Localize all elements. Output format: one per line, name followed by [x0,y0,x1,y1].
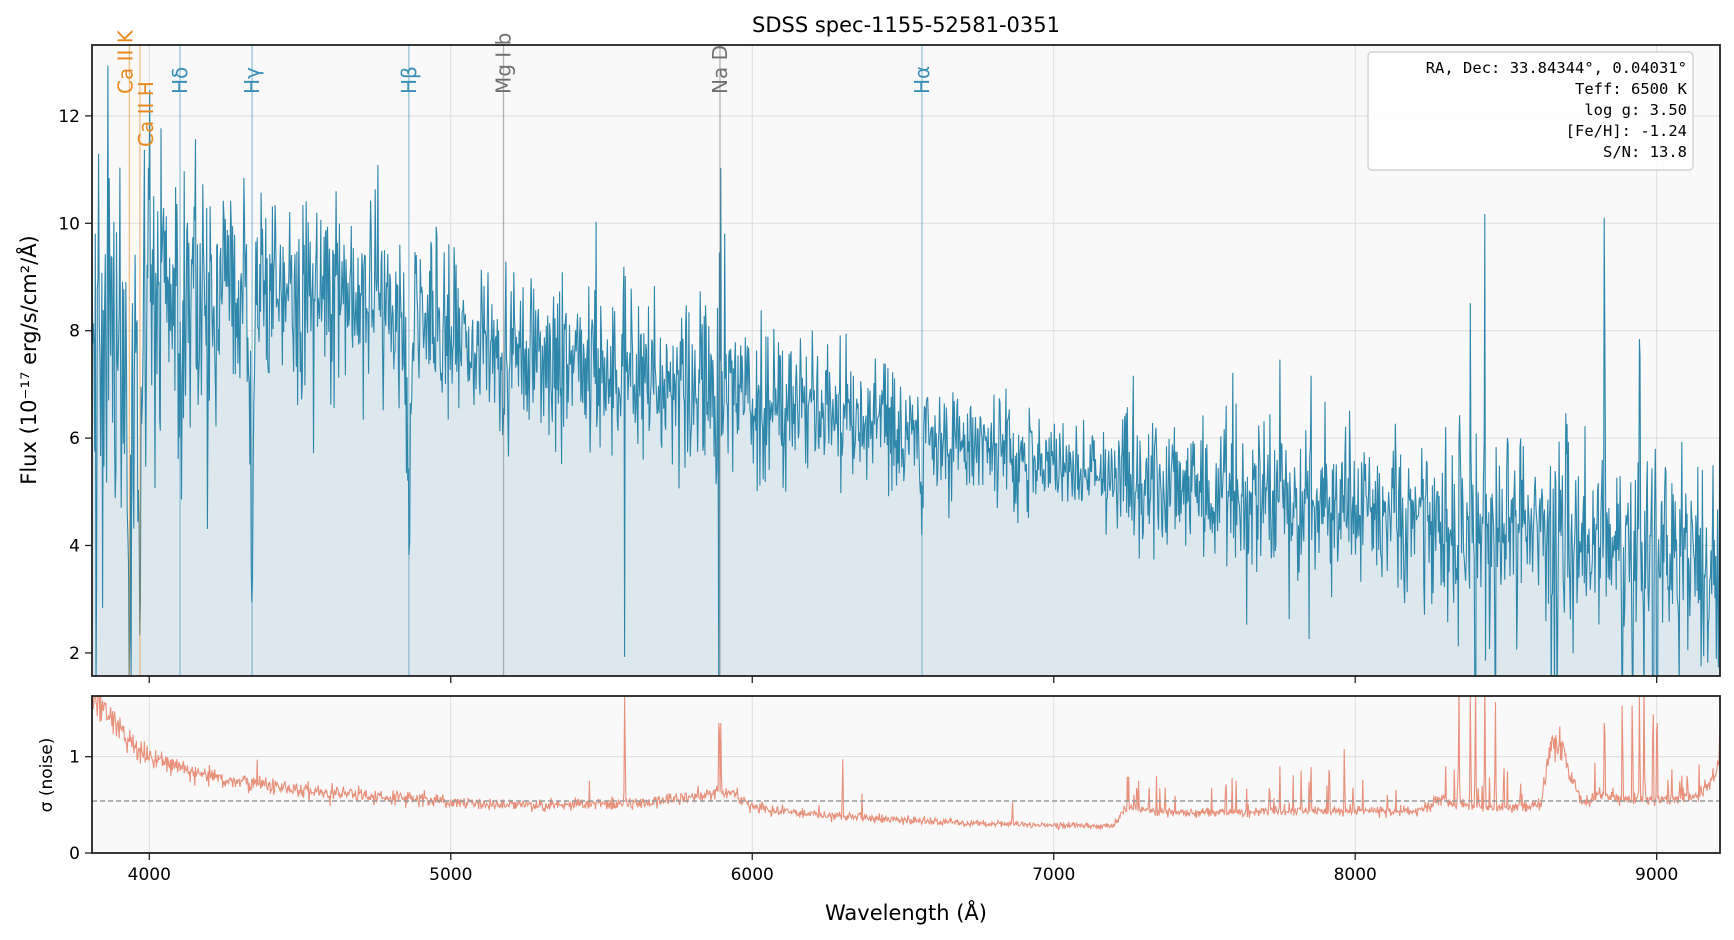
y-tick-label: 12 [58,107,80,127]
line-label: Hα [910,66,934,94]
x-axis-label: Wavelength (Å) [825,899,987,925]
flux-y-axis-label: Flux (10⁻¹⁷ erg/s/cm²/Å) [15,235,41,485]
flux-series-group [92,65,1720,676]
line-label: Mg I b [492,33,516,94]
info-box-line: [Fe/H]: -1.24 [1566,122,1687,140]
line-label: Ca II H [134,81,158,147]
line-label: Hβ [397,66,421,94]
noise-y-axis-label: σ (noise) [37,738,57,813]
y-tick-label: 0 [69,844,80,864]
flux-axes-frame [91,44,1721,677]
noise-panel: 4000 5000 6000 7000 8000 9000 0 1 [69,695,1721,885]
x-tick-label: 9000 [1635,865,1678,885]
info-box-line: S/N: 13.8 [1603,143,1687,161]
y-tick-label: 2 [69,644,80,664]
noise-plot-background [92,696,1720,853]
y-tick-label: 4 [69,537,80,557]
info-box-line: RA, Dec: 33.84344°, 0.04031° [1426,59,1687,77]
flux-panel: Ca II KCa II H Hδ Hγ Hβ Mg I b Na D Hα 2 4 6 8 10 12… [58,29,1721,683]
x-tick-label: 5000 [429,865,472,885]
line-label: Na D [708,45,732,94]
info-box-line: log g: 3.50 [1584,101,1687,119]
line-label: Hδ [168,67,192,94]
x-tick-label: 7000 [1032,865,1075,885]
noise-series-group [92,696,1720,831]
flux-fill-area [92,65,1720,676]
y-tick-label: 10 [58,214,80,234]
chart-title: SDSS spec-1155-52581-0351 [752,13,1060,37]
line-label: Hγ [240,67,264,94]
noise-series-line [92,696,1720,831]
info-box-line: Teff: 6500 K [1575,80,1688,98]
y-tick-label: 1 [69,748,80,768]
x-tick-label: 4000 [128,865,171,885]
y-tick-label: 6 [69,429,80,449]
y-tick-label: 8 [69,322,80,342]
line-label: Ca II K [113,29,137,94]
noise-axes-frame [91,695,1721,854]
info-box [1367,51,1694,171]
flux-series-line [92,65,1720,676]
x-tick-label: 6000 [731,865,774,885]
x-tick-label: 8000 [1334,865,1377,885]
